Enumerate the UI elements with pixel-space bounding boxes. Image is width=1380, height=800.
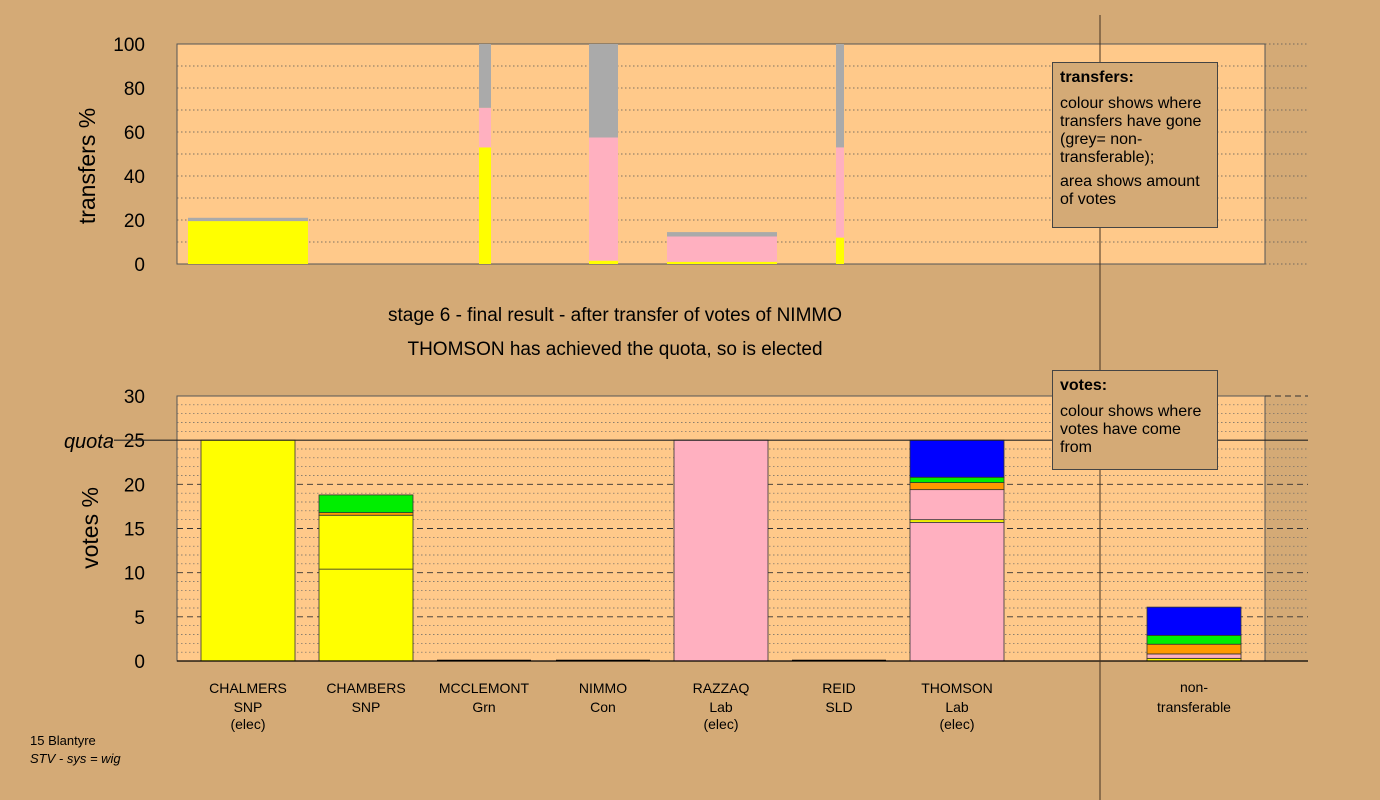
- non-transferable-bar-segment: [1146, 634, 1242, 645]
- candidate-name: THOMSON: [921, 680, 993, 696]
- candidate-bar-segment: [318, 494, 414, 513]
- transfers-y-tick: 20: [124, 211, 145, 232]
- transfer-bar-segment: [589, 44, 618, 138]
- candidate-name: CHAMBERS: [326, 680, 405, 696]
- candidate-name: REID: [822, 680, 855, 696]
- stage-result: THOMSON has achieved the quota, so is el…: [407, 339, 823, 360]
- candidate-labels: CHALMERSSNP(elec)CHAMBERSSNPMCCLEMONTGrn…: [209, 679, 1231, 732]
- candidate-party: Lab: [945, 699, 969, 715]
- votes-legend-text: colour shows where votes have come from: [1060, 403, 1202, 456]
- votes-legend-title: votes:: [1060, 377, 1108, 394]
- transfers-legend-title: transfers:: [1060, 69, 1134, 86]
- transfers-y-axis-label: transfers %: [74, 108, 100, 224]
- non-transferable-label: transferable: [1157, 699, 1231, 715]
- votes-y-tick: 30: [124, 387, 145, 408]
- non-transferable-label: non-: [1180, 679, 1208, 695]
- candidate-bar-segment: [318, 568, 414, 662]
- candidate-bar-segment: [673, 439, 769, 662]
- transfers-legend-area-text: area shows amount of votes: [1060, 173, 1200, 208]
- votes-y-tick: 5: [134, 608, 145, 629]
- candidate-bar-segment: [909, 521, 1005, 662]
- candidate-status: (elec): [230, 716, 265, 732]
- transfers-gridlines: [177, 43, 1308, 265]
- candidate-name: RAZZAQ: [693, 680, 750, 696]
- candidate-bar-segment: [909, 489, 1005, 521]
- transfers-y-tick: 40: [124, 167, 145, 188]
- votes-bars: [200, 439, 1242, 662]
- candidate-bar-segment: [909, 482, 1005, 491]
- quota-label: quota: [64, 431, 114, 453]
- candidate-name: CHALMERS: [209, 680, 287, 696]
- candidate-status: (elec): [939, 716, 974, 732]
- transfer-bar-segment: [836, 147, 844, 238]
- candidate-party: SLD: [825, 699, 852, 715]
- candidate-party: SNP: [352, 699, 381, 715]
- transfers-y-tick: 80: [124, 79, 145, 100]
- candidate-party: Grn: [472, 699, 495, 715]
- votes-y-tick: 0: [134, 652, 145, 673]
- candidate-name: MCCLEMONT: [439, 680, 530, 696]
- transfer-bar-segment: [188, 221, 308, 264]
- votes-y-tick: 25: [124, 431, 145, 452]
- non-transferable-bar-segment: [1146, 606, 1242, 636]
- transfers-y-tick: 60: [124, 123, 145, 144]
- transfers-bars: [188, 44, 844, 264]
- candidate-bar-segment: [200, 439, 296, 662]
- transfer-bar-segment: [479, 147, 491, 264]
- non-transferable-bar-segment: [1146, 643, 1242, 655]
- votes-y-tick: 20: [124, 475, 145, 496]
- candidate-status: (elec): [703, 716, 738, 732]
- votes-y-tick: 10: [124, 564, 145, 585]
- transfers-y-tick: 100: [113, 35, 145, 56]
- transfer-bar-segment: [836, 44, 844, 148]
- candidate-party: Lab: [709, 699, 733, 715]
- transfer-bar-segment: [589, 137, 618, 261]
- transfer-bar-segment: [836, 237, 844, 264]
- transfers-y-ticks: 0 20 40 60 80 100: [113, 35, 145, 276]
- transfer-bar-segment: [667, 232, 777, 237]
- candidate-party: SNP: [234, 699, 263, 715]
- transfer-bar-segment: [667, 261, 777, 264]
- votes-y-ticks: 0 5 10 15 20 25 30: [124, 387, 145, 673]
- transfer-bar-segment: [188, 217, 308, 222]
- candidate-bar-segment: [909, 439, 1005, 478]
- transfer-bar-segment: [479, 107, 491, 148]
- ward-name: 15 Blantyre: [30, 733, 96, 748]
- candidate-name: NIMMO: [579, 680, 627, 696]
- candidate-party: Con: [590, 699, 616, 715]
- voting-system: STV - sys = wig: [30, 751, 121, 766]
- candidate-bar-segment: [909, 476, 1005, 483]
- transfers-legend-text: colour shows where transfers have gone (…: [1060, 95, 1202, 166]
- votes-y-axis-label: votes %: [77, 487, 103, 569]
- transfers-y-tick: 0: [134, 255, 145, 276]
- transfer-bar-segment: [479, 44, 491, 108]
- candidate-bar-segment: [318, 514, 414, 570]
- votes-y-tick: 15: [124, 520, 145, 541]
- votes-legend: votes: colour shows where votes have com…: [1052, 370, 1218, 470]
- transfer-bar-segment: [589, 260, 618, 264]
- transfer-bar-segment: [667, 236, 777, 262]
- stage-title: stage 6 - final result - after transfer …: [387, 305, 843, 326]
- transfers-legend: transfers: colour shows where transfers …: [1052, 62, 1218, 228]
- non-transferable-bar-segment: [1146, 653, 1242, 659]
